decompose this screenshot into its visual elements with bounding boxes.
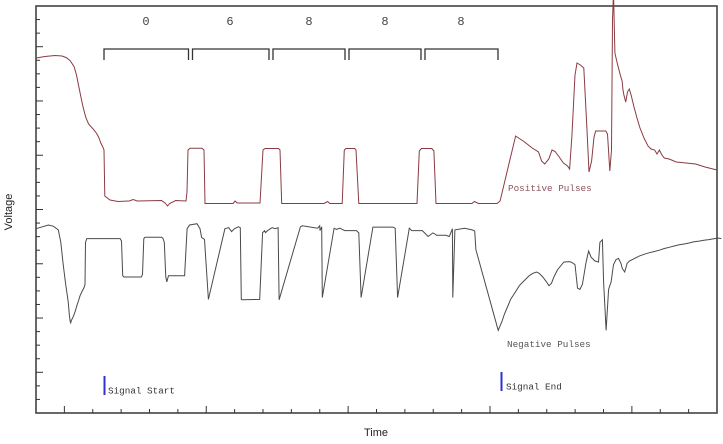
svg-text:Time: Time [364, 427, 388, 439]
svg-text:Voltage: Voltage [3, 194, 15, 231]
svg-text:8: 8 [305, 15, 312, 29]
svg-text:8: 8 [381, 15, 388, 29]
svg-text:Signal Start: Signal Start [108, 386, 175, 397]
svg-text:0: 0 [142, 15, 149, 29]
svg-text:Signal End: Signal End [506, 382, 562, 393]
svg-text:Positive Pulses: Positive Pulses [508, 183, 592, 194]
svg-text:6: 6 [226, 15, 233, 29]
svg-text:8: 8 [457, 15, 464, 29]
svg-text:Negative Pulses: Negative Pulses [507, 339, 591, 350]
